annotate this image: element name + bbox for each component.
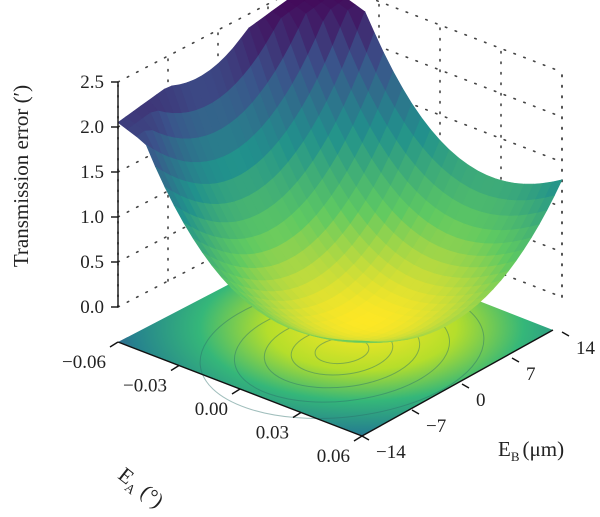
y-tick-label: 0	[476, 390, 486, 411]
y-axis-label: EB (μm)	[498, 437, 564, 464]
y-tick-mark	[561, 331, 570, 337]
x-tick-mark	[109, 341, 119, 348]
y-tick-label: 7	[526, 364, 536, 385]
z-tick-label: 1.0	[80, 207, 104, 228]
y-tick-mark	[511, 357, 520, 363]
y-tick-mark	[461, 383, 470, 389]
x-tick-label: −0.06	[62, 352, 106, 373]
x-tick-label: 0.00	[195, 399, 228, 420]
surface-patch	[352, 340, 370, 342]
x-tick-label: 0.06	[317, 446, 350, 467]
y-axis-line	[361, 329, 554, 437]
z-tick-label: 2.5	[80, 72, 104, 93]
x-tick-mark	[353, 435, 363, 442]
y-tick-label: −14	[376, 442, 406, 463]
x-tick-mark	[170, 364, 180, 372]
z-tick-label: 2.0	[80, 117, 104, 138]
y-tick-mark	[361, 435, 370, 441]
axis-layer: 0.0 0.5 1.0 1.5 2.0 2.5 −0.06 −0.03 0.00 0.03 0.06…	[62, 72, 595, 467]
z-tick-label: 1.5	[80, 162, 104, 183]
x-axis-label: EA(°)	[112, 462, 169, 514]
z-axis-label: Transmission error (′)	[9, 85, 33, 267]
x-tick-label: 0.03	[256, 423, 289, 444]
x-tick-mark	[231, 388, 241, 395]
z-tick-label: 0.0	[80, 297, 104, 318]
z-tick-label: 0.5	[80, 252, 104, 273]
x-tick-mark	[292, 411, 302, 419]
y-tick-label: 14	[576, 338, 596, 359]
x-tick-label: −0.03	[123, 376, 167, 397]
y-tick-label: −7	[426, 416, 446, 437]
y-tick-mark	[411, 409, 420, 415]
surface-layer	[117, 0, 563, 344]
